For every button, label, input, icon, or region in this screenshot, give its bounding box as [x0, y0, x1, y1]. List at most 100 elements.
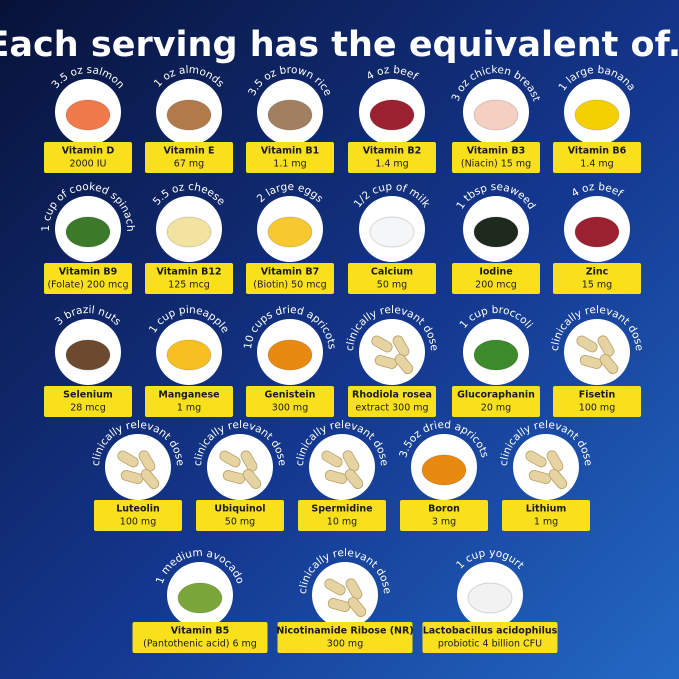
label-line: 50 mg [225, 517, 255, 528]
food-icon [369, 216, 415, 248]
capsule-icon [525, 450, 547, 468]
label-line: 300 mg [327, 639, 363, 650]
label-box [145, 263, 233, 294]
capsule-icon [324, 578, 346, 596]
food-icon [421, 454, 467, 486]
label-line: Vitamin B9 [59, 267, 117, 278]
food-icon [65, 99, 111, 131]
capsule-icon [374, 355, 398, 369]
label-box [400, 500, 488, 531]
label-box [348, 142, 436, 173]
item: 4 oz beef Zinc 15 mg [553, 181, 641, 294]
capsule-icon [392, 335, 410, 357]
capsule-icon [347, 597, 367, 617]
label-line: Vitamin E [163, 146, 214, 157]
label-line: 10 mg [327, 517, 357, 528]
label-box [44, 386, 132, 417]
capsule-icon [321, 450, 343, 468]
label-line: 50 mg [377, 280, 407, 291]
label-box [553, 142, 641, 173]
capsule-icon [579, 355, 603, 369]
label-line: Glucoraphanin [457, 390, 535, 401]
label-line: Calcium [371, 267, 413, 278]
label-line: Lithium [526, 504, 567, 515]
label-line: Vitamin B6 [568, 146, 627, 157]
capsule-icon [599, 354, 619, 374]
capsule-icon [240, 450, 258, 472]
label-box [145, 142, 233, 173]
label-line: Iodine [479, 267, 512, 278]
food-label-path: 4 oz beef [365, 64, 420, 83]
food-label: 4 oz beef [365, 64, 420, 83]
label-line: 20 mg [481, 403, 511, 414]
capsule-icon [138, 450, 156, 472]
label-line: Rhodiola rosea [352, 390, 432, 401]
capsule-icon [576, 335, 598, 353]
label-box [277, 622, 413, 653]
item-circle [359, 319, 425, 385]
capsule-icon [528, 470, 552, 484]
label-line: 3 mg [432, 517, 456, 528]
food-icon [267, 99, 313, 131]
capsule-icon [117, 450, 139, 468]
capsule-icon [548, 469, 568, 489]
capsule-icon [394, 354, 414, 374]
food-icon [166, 216, 212, 248]
capsule-icon [342, 450, 360, 472]
food-icon [166, 99, 212, 131]
label-line: extract 300 mg [355, 403, 428, 414]
label-line: 100 mg [579, 403, 615, 414]
label-line: Boron [428, 504, 460, 515]
label-line: 1 mg [534, 517, 558, 528]
food-icon [369, 99, 415, 131]
label-line: 67 mg [174, 159, 204, 170]
food-label: 4 oz beef [570, 181, 625, 200]
label-line: Lactobacillus acidophilus [423, 626, 558, 637]
label-box [246, 263, 334, 294]
capsule-icon [345, 578, 363, 600]
label-line: Vitamin B1 [261, 146, 319, 157]
item-circle [564, 319, 630, 385]
label-line: (Folate) 200 mcg [47, 280, 128, 291]
label-line: Manganese [158, 390, 219, 401]
label-line: 200 mcg [475, 280, 517, 291]
label-line: 1.1 mg [273, 159, 306, 170]
capsule-icon [219, 450, 241, 468]
label-line: Spermidine [311, 504, 372, 515]
item-circle [513, 434, 579, 500]
label-box [502, 500, 590, 531]
label-box [348, 263, 436, 294]
label-line: Vitamin B12 [156, 267, 221, 278]
label-line: 125 mcg [168, 280, 210, 291]
label-line: Genistein [265, 390, 316, 401]
label-box [298, 500, 386, 531]
capsule-icon [597, 335, 615, 357]
label-line: 15 mg [582, 280, 612, 291]
item-circle [105, 434, 171, 500]
label-line: (Pantothenic acid) 6 mg [143, 639, 257, 650]
label-line: (Biotin) 50 mcg [253, 280, 326, 291]
label-line: 1 mg [177, 403, 201, 414]
label-box [348, 386, 436, 417]
capsule-icon [371, 335, 393, 353]
label-box [246, 142, 334, 173]
label-line: 100 mg [120, 517, 156, 528]
capsule-icon [140, 469, 160, 489]
capsule-icon [242, 469, 262, 489]
capsule-icon [546, 450, 564, 472]
label-line: 2000 IU [70, 159, 107, 170]
label-line: Zinc [586, 267, 609, 278]
food-icon [473, 216, 519, 248]
label-line: Vitamin B3 [467, 146, 525, 157]
label-line: Selenium [63, 390, 113, 401]
label-line: 1.4 mg [580, 159, 613, 170]
label-box [553, 263, 641, 294]
